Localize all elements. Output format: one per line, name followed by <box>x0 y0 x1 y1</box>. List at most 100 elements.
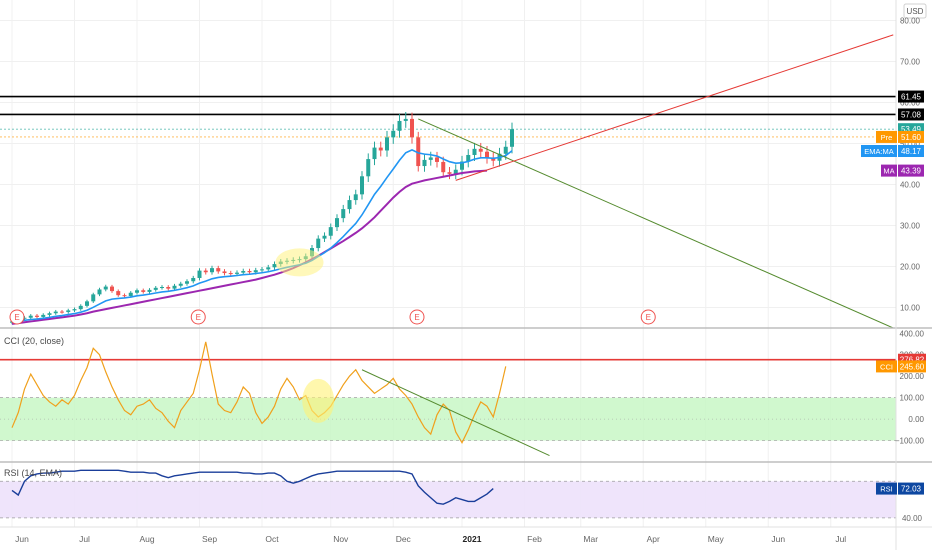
candle-body[interactable] <box>335 218 339 228</box>
candle-body[interactable] <box>397 120 402 131</box>
candle-body[interactable] <box>453 169 458 174</box>
candle-body[interactable] <box>322 235 327 239</box>
candle-body[interactable] <box>185 281 189 284</box>
cci-line[interactable] <box>11 341 507 444</box>
candle-body[interactable] <box>78 305 83 310</box>
candle-body[interactable] <box>91 294 96 302</box>
candle-body[interactable] <box>203 270 208 273</box>
price-axis[interactable]: 10.00 20.00 30.00 40.00 50.00 60.00 70.00 80.00… <box>861 17 924 313</box>
ema-line[interactable] <box>11 149 513 323</box>
candle-body[interactable] <box>247 271 252 273</box>
candle-body[interactable] <box>266 267 271 270</box>
candle-body[interactable] <box>210 268 214 273</box>
descending-trendline[interactable] <box>418 118 894 329</box>
candle-body[interactable] <box>60 311 64 313</box>
candle-body[interactable] <box>191 277 196 282</box>
candle-body[interactable] <box>403 118 408 121</box>
cci-axis[interactable]: −100.000.00100.00200.00300.00400.00276.8… <box>876 329 926 446</box>
candle-body[interactable] <box>178 283 183 286</box>
candle-body[interactable] <box>228 273 233 275</box>
rsi-pane[interactable] <box>0 469 896 519</box>
candle-body[interactable] <box>122 295 127 297</box>
candle-body[interactable] <box>385 137 389 151</box>
resistance-high-label[interactable]: 61.45 <box>898 90 924 103</box>
candle-body[interactable] <box>435 157 439 162</box>
candle-body[interactable] <box>97 289 102 295</box>
candle-body[interactable] <box>147 289 152 292</box>
rsi-line[interactable] <box>11 469 494 505</box>
candle-body[interactable] <box>316 238 321 249</box>
candle-body[interactable] <box>253 270 258 273</box>
pre-market-label[interactable]: Pre 51.60 <box>876 130 924 143</box>
candle-body[interactable] <box>128 292 133 297</box>
cci-pane[interactable] <box>0 341 896 457</box>
candle-body[interactable] <box>466 154 471 162</box>
cci-trendline[interactable] <box>361 369 550 457</box>
candle-body[interactable] <box>378 147 383 151</box>
rsi-axis[interactable]: 40.00 RSI 72.03 <box>876 482 924 523</box>
moving-average-line[interactable] <box>11 169 488 325</box>
candle-body[interactable] <box>35 315 39 317</box>
candle-body[interactable] <box>28 315 33 318</box>
candle-body[interactable] <box>491 157 496 161</box>
candle-body[interactable] <box>110 286 114 292</box>
candle-body[interactable] <box>272 264 277 268</box>
candle-body[interactable] <box>53 311 58 314</box>
candle-body[interactable] <box>341 209 346 219</box>
candle-body[interactable] <box>366 159 371 177</box>
earnings-marker[interactable]: E <box>9 309 25 325</box>
candle-body[interactable] <box>360 176 364 195</box>
candle-body[interactable] <box>460 161 464 170</box>
candle-body[interactable] <box>347 200 352 210</box>
ema-ma-label[interactable]: EMA:MA 48.17 <box>861 145 924 158</box>
candle-body[interactable] <box>22 317 27 319</box>
cci-last-label[interactable]: CCI 245.60 <box>876 360 926 373</box>
candle-body[interactable] <box>47 313 52 315</box>
time-axis[interactable]: Jun Jul Aug Sep Oct Nov Dec 2021 Feb Mar Apr May Jun… <box>15 534 846 544</box>
currency-badge[interactable] <box>903 3 927 19</box>
candle-body[interactable] <box>235 272 239 274</box>
candle-body[interactable] <box>416 137 421 167</box>
candle-body[interactable] <box>410 118 414 138</box>
candle-body[interactable] <box>197 270 202 278</box>
earnings-marker[interactable]: E <box>409 309 425 325</box>
earnings-marker[interactable]: E <box>640 309 656 325</box>
cci-highlight-ellipse[interactable] <box>302 378 335 423</box>
candle-body[interactable] <box>503 146 508 154</box>
candle-body[interactable] <box>328 227 333 236</box>
earnings-marker[interactable]: E <box>190 309 206 325</box>
candle-body[interactable] <box>66 310 71 313</box>
candle-body[interactable] <box>72 309 77 311</box>
rsi-last-label[interactable]: RSI 72.03 <box>876 482 924 495</box>
ascending-trendline[interactable] <box>455 34 894 181</box>
candle-body[interactable] <box>160 287 164 288</box>
moving-average-label[interactable]: MA 43.39 <box>881 164 924 177</box>
candle-body[interactable] <box>153 287 158 290</box>
candle-body[interactable] <box>372 147 377 160</box>
candle-body[interactable] <box>353 194 358 201</box>
candle-body[interactable] <box>166 287 171 289</box>
candle-body[interactable] <box>391 130 396 138</box>
candle-body[interactable] <box>103 286 108 290</box>
candle-body[interactable] <box>116 291 121 296</box>
candle-body[interactable] <box>172 285 177 289</box>
candle-body[interactable] <box>141 290 146 292</box>
candle-body[interactable] <box>447 172 452 174</box>
candle-body[interactable] <box>222 271 227 274</box>
candle-body[interactable] <box>241 271 246 273</box>
candle-body[interactable] <box>428 157 433 160</box>
candle-body[interactable] <box>85 301 89 306</box>
candle-body[interactable] <box>510 129 514 147</box>
candle-body[interactable] <box>478 148 483 152</box>
candle-body[interactable] <box>41 314 46 317</box>
candle-body[interactable] <box>135 290 139 293</box>
candle-body[interactable] <box>441 161 446 173</box>
candle-body[interactable] <box>472 148 477 155</box>
candle-body[interactable] <box>260 269 264 271</box>
candle-body[interactable] <box>216 268 221 272</box>
resistance-low-label[interactable]: 57.08 <box>898 108 924 121</box>
candle-body[interactable] <box>485 151 489 158</box>
highlight-ellipse[interactable] <box>275 248 324 277</box>
